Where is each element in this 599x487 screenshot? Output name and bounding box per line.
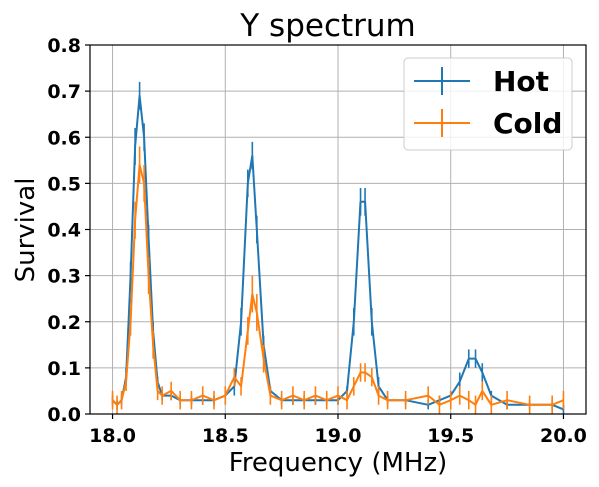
- series-cold: [111, 146, 565, 414]
- x-tick-label: 19.0: [315, 425, 362, 447]
- y-tick-label: 0.3: [47, 266, 81, 288]
- x-tick-label: 18.5: [202, 425, 249, 447]
- legend-hot-label: Hot: [493, 65, 549, 98]
- y-tick-label: 0.0: [47, 404, 81, 426]
- chart-title: Y spectrum: [239, 8, 415, 44]
- legend: Hot Cold: [403, 57, 573, 151]
- y-axis: 0.0 0.1 0.2 0.3 0.4 0.5 0.6 0.7 0.8: [47, 35, 90, 426]
- legend-item-hot: Hot: [414, 65, 549, 98]
- x-axis: 18.0 18.5 19.0 19.5 20.0: [89, 414, 587, 447]
- series-layer: [111, 81, 565, 414]
- line-cold: [111, 163, 564, 406]
- y-axis-label: Survival: [11, 178, 41, 283]
- y-tick-label: 0.5: [47, 173, 81, 195]
- x-tick-label: 20.0: [540, 425, 587, 447]
- legend-item-cold: Cold: [414, 107, 562, 140]
- y-tick-label: 0.4: [47, 220, 81, 242]
- x-axis-label: Frequency (MHz): [229, 448, 448, 478]
- y-tick-label: 0.6: [47, 127, 81, 149]
- y-tick-label: 0.7: [47, 81, 81, 103]
- y-tick-label: 0.2: [47, 312, 81, 334]
- x-tick-label: 18.0: [89, 425, 136, 447]
- x-tick-label: 19.5: [427, 425, 474, 447]
- y-tick-label: 0.8: [47, 35, 81, 57]
- legend-cold-label: Cold: [493, 107, 562, 140]
- y-tick-label: 0.1: [47, 358, 81, 380]
